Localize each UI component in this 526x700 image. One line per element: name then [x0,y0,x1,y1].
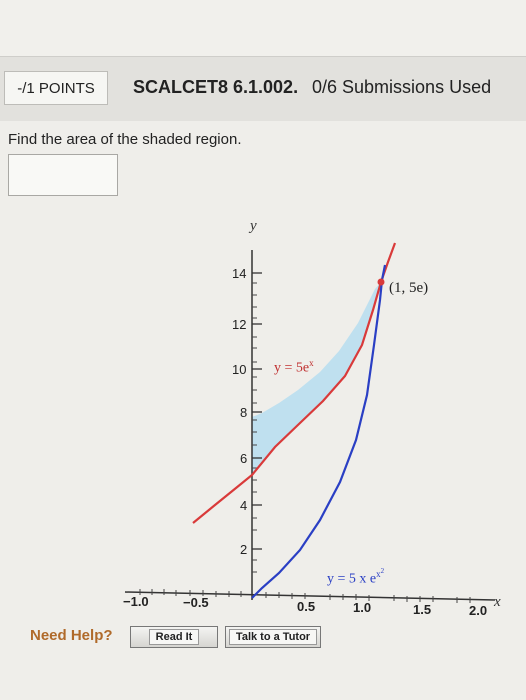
y-tick-14: 14 [232,266,247,281]
area-graph [124,242,496,603]
y-tick-10: 10 [232,362,247,377]
need-help-label: Need Help? [30,627,113,644]
question-text: Find the area of the shaded region. [8,131,242,148]
x-axis-ticks [139,589,471,603]
y-axis-minor-ticks [252,282,257,573]
read-it-label: Read It [148,629,200,645]
read-it-button[interactable]: Read It [130,626,218,648]
points-badge: -/1 POINTS [4,71,108,105]
lower-curve-exponent: x2 [376,567,385,579]
top-strip [0,0,526,56]
y-tick-8: 8 [240,405,248,420]
problem-id: SCALCET8 6.1.002. [133,77,299,97]
talk-to-tutor-label: Talk to a Tutor [228,629,318,645]
x-tick-20: 2.0 [469,603,488,618]
y-tick-6: 6 [240,451,248,466]
intersection-label: (1, 5e) [389,280,429,296]
x-axis-label: x [494,594,501,610]
shaded-region [252,282,381,475]
x-tick-neg1: −1.0 [123,594,149,609]
lower-curve-label: y = 5 x ex2 [327,567,385,587]
y-tick-4: 4 [240,498,248,513]
lower-curve [251,264,387,599]
upper-curve [192,242,397,524]
question-panel: Find the area of the shaded region. [0,121,526,700]
x-tick-neg05: −0.5 [183,595,209,610]
y-tick-2: 2 [240,542,248,557]
problem-header: -/1 POINTS SCALCET8 6.1.002. 0/6 Submiss… [0,56,526,122]
x-tick-10: 1.0 [353,600,372,615]
submissions-count: 0/6 Submissions Used [312,77,492,97]
x-tick-15: 1.5 [413,602,432,617]
x-tick-05: 0.5 [297,599,316,614]
y-axis-major-ticks [252,272,262,550]
y-axis-label: y [250,218,257,234]
talk-to-tutor-button[interactable]: Talk to a Tutor [225,626,321,648]
upper-curve-label: y = 5ex [274,358,314,376]
y-tick-12: 12 [232,317,247,332]
upper-curve-exponent: x [309,358,314,368]
intersection-point [377,278,385,286]
answer-input[interactable] [8,154,118,196]
